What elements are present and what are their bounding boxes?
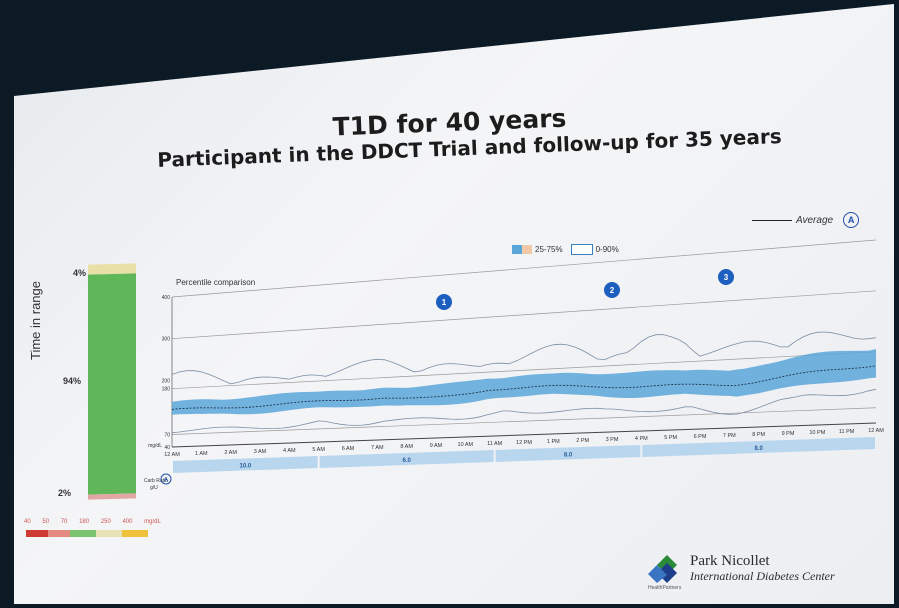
logo-diamond-icon xyxy=(648,555,677,583)
x-tick-label: 8 PM xyxy=(752,432,765,438)
x-tick-label: 9 AM xyxy=(430,443,443,449)
x-tick-label: 9 PM xyxy=(782,431,795,437)
tir-mid-pct: 94% xyxy=(63,376,82,386)
park-nicollet-logo: Park Nicollet International Diabetes Cen… xyxy=(648,553,848,597)
gridline xyxy=(171,407,877,435)
event-marker xyxy=(436,294,452,310)
x-tick-label: 12 PM xyxy=(516,440,532,446)
carb-ratio-value: 6.0 xyxy=(402,458,411,464)
x-tick-label: 11 AM xyxy=(487,441,503,447)
range-legend-label: 0-90% xyxy=(595,245,619,254)
scale-unit: mg/dL xyxy=(144,519,161,525)
carb-ratio-value: 10.0 xyxy=(239,464,251,470)
scale-swatch xyxy=(48,530,70,537)
carb-ratio-segment xyxy=(642,437,875,457)
x-tick-label: 7 PM xyxy=(723,433,736,439)
carb-ratio-segment xyxy=(495,445,641,462)
y-tick-label: 180 xyxy=(162,387,171,393)
p0-line xyxy=(171,388,877,434)
logo-name: Park Nicollet xyxy=(690,553,770,569)
scale-label: 180 xyxy=(79,519,90,525)
carb-ratio-unit: g/U xyxy=(150,485,158,491)
scale-swatch xyxy=(70,530,96,537)
tir-high-pct: 4% xyxy=(73,268,87,278)
glucose-scale-labels: 40 50 70 180 250 400 mg/dL xyxy=(24,519,171,525)
x-tick-label: 2 PM xyxy=(576,438,589,444)
x-tick-label: 12 AM xyxy=(164,452,180,458)
average-legend: Average A xyxy=(752,212,860,228)
iqr-legend-label: 25-75% xyxy=(535,245,563,254)
event-marker xyxy=(604,282,620,298)
scale-label: 50 xyxy=(42,519,50,525)
scale-label: 250 xyxy=(100,519,111,525)
carb-ratio-label: Carb Ratio xyxy=(144,478,168,484)
x-tick-label: 4 AM xyxy=(283,448,296,454)
event-marker-label: 2 xyxy=(610,286,615,295)
x-tick-label: 3 PM xyxy=(606,437,619,443)
x-axis-line xyxy=(171,422,877,448)
logo-subtitle: International Diabetes Center xyxy=(690,569,835,583)
x-tick-label: 3 AM xyxy=(254,449,267,455)
iqr-band xyxy=(172,349,876,415)
carb-ratio-segment xyxy=(173,456,318,473)
carb-ratio-value: 8.0 xyxy=(564,453,573,459)
range-swatch xyxy=(570,244,593,255)
iqr-swatch xyxy=(512,245,532,254)
gridline xyxy=(171,351,877,390)
gridline xyxy=(171,290,877,340)
x-tick-label: 6 AM xyxy=(342,446,355,452)
average-line-swatch xyxy=(752,219,792,221)
y-tick-label: 400 xyxy=(162,295,171,301)
carb-ratio-segment xyxy=(319,450,494,468)
x-tick-label: 4 PM xyxy=(635,436,648,442)
scale-label: 70 xyxy=(60,519,68,525)
average-legend-label: Average xyxy=(796,215,834,226)
event-marker-label: 1 xyxy=(442,298,447,307)
y-unit-label: mg/dL xyxy=(148,443,162,449)
carb-ratio-value: 8.0 xyxy=(754,446,763,452)
event-marker xyxy=(718,269,734,285)
event-marker-label: 3 xyxy=(724,273,729,282)
logo-small-text: HealthPartners xyxy=(648,585,682,591)
glucose-scale-colors xyxy=(26,530,148,537)
scale-swatch xyxy=(96,530,122,537)
x-tick-label: 2 AM xyxy=(224,450,237,456)
average-badge: A xyxy=(843,212,860,228)
y-tick-label: 200 xyxy=(162,378,171,384)
x-tick-label: 1 AM xyxy=(195,451,208,457)
x-tick-label: 7 AM xyxy=(371,445,384,451)
percentile-legend: 25-75% 0-90% xyxy=(512,244,619,255)
carb-badge-label: A xyxy=(164,478,169,484)
gridline xyxy=(171,239,877,298)
carb-badge-circle xyxy=(160,473,172,485)
y-tick-label: 300 xyxy=(162,337,171,343)
x-tick-label: 6 PM xyxy=(694,434,707,440)
scale-swatch xyxy=(26,530,48,537)
x-tick-label: 12 AM xyxy=(868,428,884,434)
y-tick-label: 40 xyxy=(164,445,170,451)
x-tick-label: 5 AM xyxy=(312,447,325,453)
tir-low-pct: 2% xyxy=(58,488,72,498)
x-tick-label: 11 PM xyxy=(839,429,855,435)
average-line xyxy=(171,365,877,410)
scale-swatch xyxy=(122,530,148,537)
x-tick-label: 8 AM xyxy=(400,444,413,450)
percentile-section-label: Percentile comparison xyxy=(176,278,256,287)
p90-line xyxy=(171,331,877,385)
scale-label: 40 xyxy=(24,519,31,525)
projection-slide xyxy=(14,4,894,604)
y-tick-label: 70 xyxy=(164,433,170,439)
scale-label: 400 xyxy=(122,519,133,525)
x-tick-label: 1 PM xyxy=(547,439,560,445)
x-tick-label: 10 PM xyxy=(809,430,825,436)
x-tick-label: 10 AM xyxy=(458,442,474,448)
x-tick-label: 5 PM xyxy=(664,435,677,441)
